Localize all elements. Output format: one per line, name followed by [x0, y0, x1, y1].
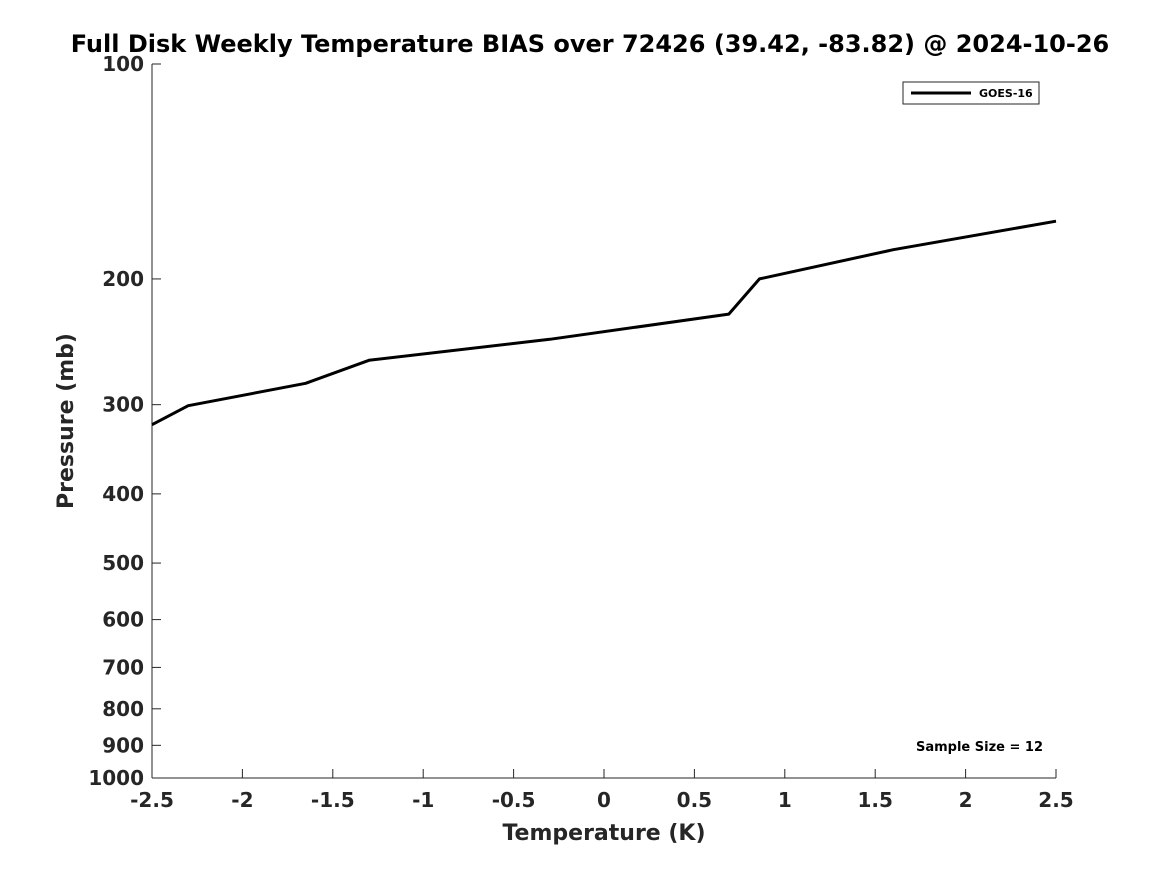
- y-tick-label: 900: [102, 733, 144, 757]
- x-tick-label: -1: [412, 788, 434, 812]
- x-tick-label: 2: [959, 788, 973, 812]
- y-tick-label: 300: [102, 393, 144, 417]
- series-group: [151, 219, 1057, 427]
- x-tick-label: -2: [231, 788, 253, 812]
- y-tick-label: 800: [102, 697, 144, 721]
- plot-background: [152, 64, 1056, 778]
- x-tick-label: -0.5: [492, 788, 536, 812]
- y-tick-label: 1000: [88, 766, 144, 790]
- series-line-goes-16: [151, 219, 1057, 427]
- y-tick-label: 700: [102, 655, 144, 679]
- y-tick-label: 600: [102, 608, 144, 632]
- y-tick-label: 200: [102, 267, 144, 291]
- sample-size-annotation: Sample Size = 12: [916, 740, 1043, 755]
- y-tick-label: 500: [102, 551, 144, 575]
- y-tick-label: 100: [102, 52, 144, 76]
- legend: GOES-16: [902, 81, 1040, 105]
- chart-title: Full Disk Weekly Temperature BIAS over 7…: [71, 30, 1110, 58]
- y-axis-label: Pressure (mb): [54, 333, 79, 509]
- x-tick-label: 0: [597, 788, 611, 812]
- x-tick-label: 0.5: [677, 788, 712, 812]
- x-tick-label: -1.5: [311, 788, 355, 812]
- x-tick-label: -2.5: [130, 788, 174, 812]
- x-axis-label: Temperature (K): [502, 821, 705, 846]
- legend-label-goes-16: GOES-16: [979, 87, 1033, 100]
- x-ticks: -2.5 -2 -1.5 -1 -0.5 0 0.5 1 1.5 2 2.5: [130, 769, 1074, 812]
- x-tick-label: 2.5: [1038, 788, 1073, 812]
- y-tick-label: 400: [102, 482, 144, 506]
- y-ticks: 100 200 300 400 500 600 700 800 900 1000: [88, 52, 161, 790]
- x-tick-label: 1: [778, 788, 792, 812]
- x-tick-label: 1.5: [857, 788, 892, 812]
